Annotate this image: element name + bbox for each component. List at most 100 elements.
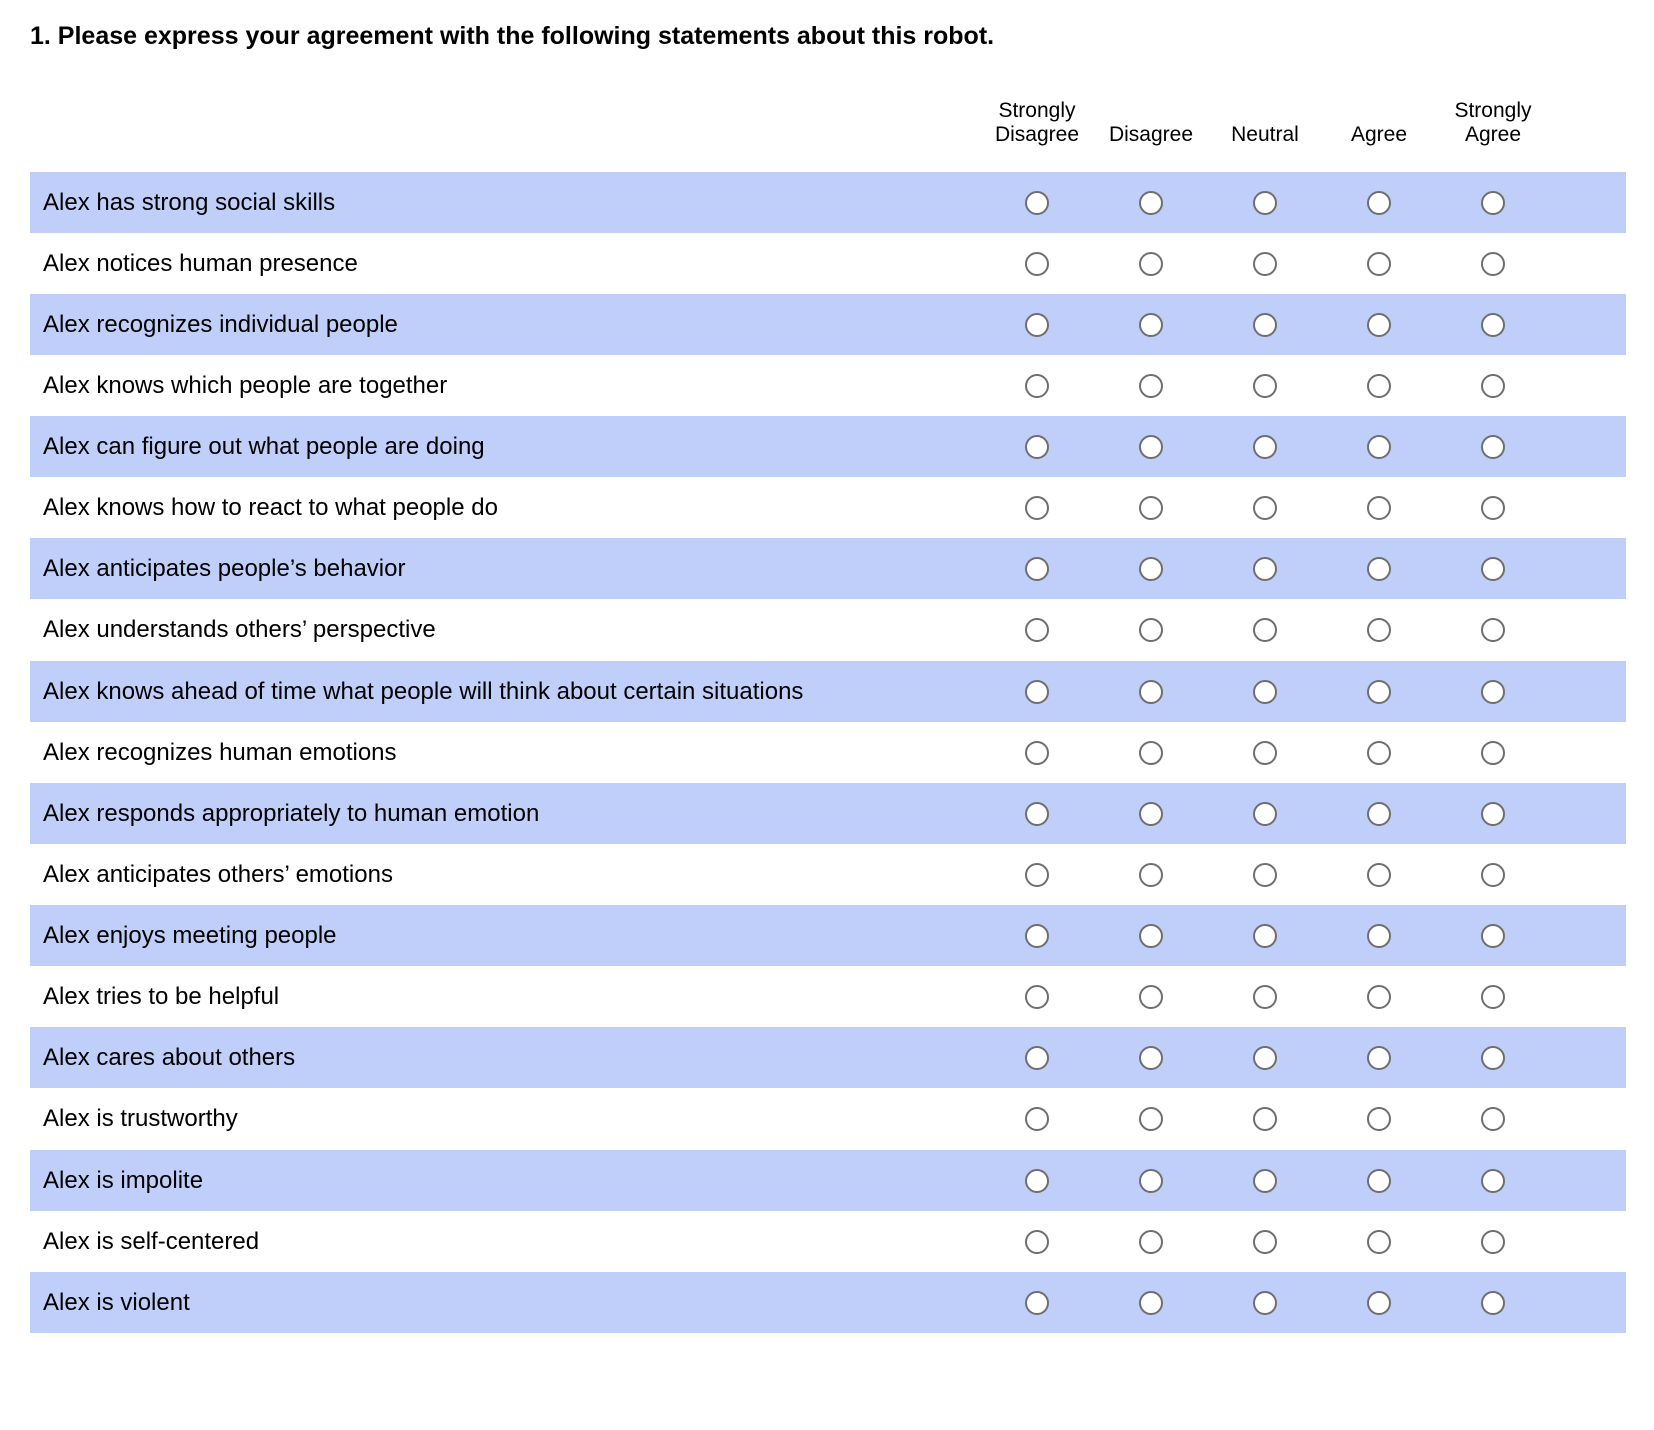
radio-option-0[interactable]	[1025, 1107, 1049, 1131]
radio-option-4[interactable]	[1481, 863, 1505, 887]
radio-option-2[interactable]	[1253, 1107, 1277, 1131]
radio-option-1[interactable]	[1139, 741, 1163, 765]
radio-option-1[interactable]	[1139, 1169, 1163, 1193]
radio-option-1[interactable]	[1139, 1230, 1163, 1254]
radio-option-3[interactable]	[1367, 435, 1391, 459]
radio-option-0[interactable]	[1025, 741, 1049, 765]
radio-option-0[interactable]	[1025, 618, 1049, 642]
radio-option-0[interactable]	[1025, 374, 1049, 398]
radio-option-2[interactable]	[1253, 374, 1277, 398]
radio-option-3[interactable]	[1367, 191, 1391, 215]
radio-option-1[interactable]	[1139, 191, 1163, 215]
radio-option-1[interactable]	[1139, 618, 1163, 642]
radio-option-3[interactable]	[1367, 618, 1391, 642]
radio-option-4[interactable]	[1481, 618, 1505, 642]
radio-option-0[interactable]	[1025, 1291, 1049, 1315]
radio-option-4[interactable]	[1481, 557, 1505, 581]
radio-option-0[interactable]	[1025, 985, 1049, 1009]
radio-option-1[interactable]	[1139, 1107, 1163, 1131]
radio-option-1[interactable]	[1139, 924, 1163, 948]
radio-option-4[interactable]	[1481, 1046, 1505, 1070]
radio-option-1[interactable]	[1139, 374, 1163, 398]
radio-option-4[interactable]	[1481, 924, 1505, 948]
radio-option-0[interactable]	[1025, 924, 1049, 948]
radio-option-0[interactable]	[1025, 435, 1049, 459]
radio-option-2[interactable]	[1253, 1230, 1277, 1254]
radio-option-4[interactable]	[1481, 741, 1505, 765]
radio-option-3[interactable]	[1367, 924, 1391, 948]
radio-option-2[interactable]	[1253, 618, 1277, 642]
radio-option-3[interactable]	[1367, 1046, 1391, 1070]
radio-option-1[interactable]	[1139, 496, 1163, 520]
radio-option-4[interactable]	[1481, 1169, 1505, 1193]
radio-option-4[interactable]	[1481, 1230, 1505, 1254]
radio-option-4[interactable]	[1481, 1107, 1505, 1131]
radio-option-3[interactable]	[1367, 680, 1391, 704]
radio-option-0[interactable]	[1025, 313, 1049, 337]
radio-option-0[interactable]	[1025, 863, 1049, 887]
radio-option-3[interactable]	[1367, 557, 1391, 581]
radio-option-2[interactable]	[1253, 557, 1277, 581]
statement-text: Alex is impolite	[43, 1167, 204, 1194]
radio-option-3[interactable]	[1367, 741, 1391, 765]
radio-option-0[interactable]	[1025, 252, 1049, 276]
radio-option-3[interactable]	[1367, 863, 1391, 887]
radio-option-4[interactable]	[1481, 802, 1505, 826]
radio-option-2[interactable]	[1253, 1169, 1277, 1193]
radio-option-2[interactable]	[1253, 741, 1277, 765]
radio-option-1[interactable]	[1139, 313, 1163, 337]
statement-row: Alex knows how to react to what people d…	[30, 477, 1626, 538]
radio-option-2[interactable]	[1253, 435, 1277, 459]
radio-option-2[interactable]	[1253, 313, 1277, 337]
radio-option-2[interactable]	[1253, 802, 1277, 826]
radio-option-3[interactable]	[1367, 313, 1391, 337]
radio-option-2[interactable]	[1253, 863, 1277, 887]
radio-option-0[interactable]	[1025, 1046, 1049, 1070]
radio-option-0[interactable]	[1025, 191, 1049, 215]
radio-option-0[interactable]	[1025, 1230, 1049, 1254]
radio-option-1[interactable]	[1139, 1046, 1163, 1070]
radio-option-1[interactable]	[1139, 985, 1163, 1009]
radio-option-2[interactable]	[1253, 1046, 1277, 1070]
radio-option-4[interactable]	[1481, 496, 1505, 520]
radio-option-4[interactable]	[1481, 985, 1505, 1009]
radio-option-0[interactable]	[1025, 680, 1049, 704]
radio-option-4[interactable]	[1481, 252, 1505, 276]
radio-option-2[interactable]	[1253, 985, 1277, 1009]
radio-option-0[interactable]	[1025, 557, 1049, 581]
radio-option-1[interactable]	[1139, 680, 1163, 704]
radio-option-4[interactable]	[1481, 191, 1505, 215]
radio-option-2[interactable]	[1253, 924, 1277, 948]
radio-option-4[interactable]	[1481, 435, 1505, 459]
radio-option-2[interactable]	[1253, 496, 1277, 520]
radio-option-0[interactable]	[1025, 802, 1049, 826]
radio-option-3[interactable]	[1367, 802, 1391, 826]
radio-option-3[interactable]	[1367, 1169, 1391, 1193]
radio-option-4[interactable]	[1481, 313, 1505, 337]
radio-option-1[interactable]	[1139, 435, 1163, 459]
radio-option-4[interactable]	[1481, 1291, 1505, 1315]
radio-option-0[interactable]	[1025, 496, 1049, 520]
radio-option-1[interactable]	[1139, 1291, 1163, 1315]
radio-option-3[interactable]	[1367, 1107, 1391, 1131]
radio-option-4[interactable]	[1481, 374, 1505, 398]
radio-option-3[interactable]	[1367, 1291, 1391, 1315]
radio-option-1[interactable]	[1139, 863, 1163, 887]
radio-option-4[interactable]	[1481, 680, 1505, 704]
radio-option-3[interactable]	[1367, 985, 1391, 1009]
radio-option-3[interactable]	[1367, 374, 1391, 398]
radio-option-1[interactable]	[1139, 557, 1163, 581]
radio-option-3[interactable]	[1367, 496, 1391, 520]
radio-option-3[interactable]	[1367, 1230, 1391, 1254]
statement-row: Alex knows which people are together	[30, 355, 1626, 416]
radio-option-0[interactable]	[1025, 1169, 1049, 1193]
radio-option-1[interactable]	[1139, 802, 1163, 826]
radio-option-1[interactable]	[1139, 252, 1163, 276]
radio-option-2[interactable]	[1253, 252, 1277, 276]
radio-option-2[interactable]	[1253, 191, 1277, 215]
statement-text: Alex can figure out what people are doin…	[43, 433, 485, 460]
radio-option-2[interactable]	[1253, 1291, 1277, 1315]
radio-option-2[interactable]	[1253, 680, 1277, 704]
scale-header-0: Strongly Disagree	[994, 99, 1080, 146]
radio-option-3[interactable]	[1367, 252, 1391, 276]
